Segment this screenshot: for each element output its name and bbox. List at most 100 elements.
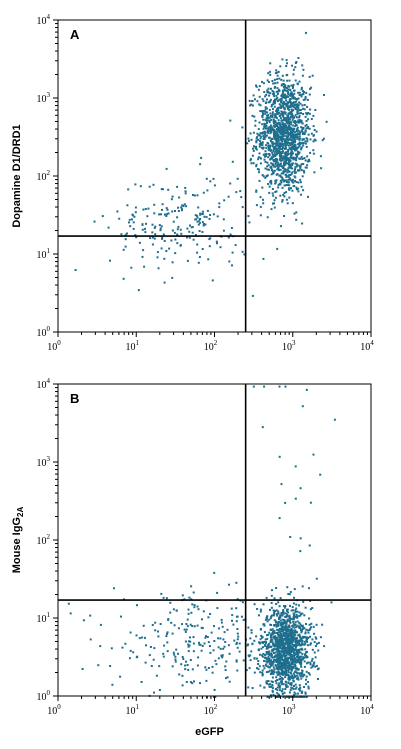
event-dot xyxy=(258,85,261,88)
event-dot xyxy=(213,640,216,642)
event-dot xyxy=(276,124,279,127)
event-dot xyxy=(277,624,280,627)
event-dot xyxy=(291,116,294,119)
event-dot xyxy=(303,171,306,174)
event-dot xyxy=(184,664,187,667)
event-dot xyxy=(272,120,275,123)
event-dot xyxy=(288,656,291,659)
event-dot xyxy=(208,645,211,648)
event-dot xyxy=(270,181,273,184)
event-dot xyxy=(283,632,286,634)
event-dot xyxy=(287,157,290,160)
event-dot xyxy=(127,188,130,191)
event-dot xyxy=(278,662,281,665)
event-dot xyxy=(288,137,291,140)
event-dot xyxy=(161,208,163,211)
event-dot xyxy=(296,150,299,153)
event-dot xyxy=(271,114,274,117)
event-dot xyxy=(279,147,282,150)
event-dot xyxy=(184,630,187,633)
event-dot xyxy=(253,115,256,118)
event-dot xyxy=(192,238,195,241)
event-dot xyxy=(272,143,274,146)
event-dot xyxy=(295,218,298,221)
event-dot xyxy=(295,133,298,136)
event-dot xyxy=(280,136,283,139)
event-dot xyxy=(313,632,316,635)
event-dot xyxy=(272,101,275,104)
event-dot xyxy=(266,647,269,650)
event-dot xyxy=(293,141,296,143)
event-dot xyxy=(277,623,279,625)
event-dot xyxy=(309,501,312,504)
event-dot xyxy=(230,227,233,229)
event-dot xyxy=(262,100,265,103)
event-dot xyxy=(259,214,262,217)
event-dot xyxy=(271,628,274,631)
event-dot xyxy=(299,672,302,675)
event-dot xyxy=(260,634,263,637)
event-dot xyxy=(118,217,121,220)
event-dot xyxy=(144,661,147,664)
event-dot xyxy=(292,97,295,100)
event-dot xyxy=(275,149,278,152)
event-dot xyxy=(281,152,284,155)
event-dot xyxy=(279,689,281,692)
event-dot xyxy=(280,132,283,135)
y-tick-label: 101 xyxy=(37,247,51,261)
event-dot xyxy=(286,136,289,139)
event-dot xyxy=(283,131,286,134)
event-dot xyxy=(277,673,280,676)
event-dot xyxy=(247,686,250,689)
event-dot xyxy=(187,612,190,615)
event-dot xyxy=(187,650,190,653)
event-dot xyxy=(267,655,270,658)
event-dot xyxy=(307,687,310,690)
event-dot xyxy=(82,619,85,622)
event-dot xyxy=(284,163,287,166)
event-dot xyxy=(288,111,291,114)
event-dot xyxy=(267,653,270,656)
event-dot xyxy=(212,213,215,216)
event-dot xyxy=(295,148,298,150)
event-dot xyxy=(303,133,306,136)
event-dot xyxy=(297,692,300,695)
event-dot xyxy=(285,663,288,666)
event-dot xyxy=(282,612,285,615)
event-dot xyxy=(283,664,286,667)
event-dot xyxy=(285,674,288,677)
event-dot xyxy=(277,186,280,189)
event-dot xyxy=(172,220,175,223)
event-dot xyxy=(279,645,281,648)
event-dot xyxy=(275,94,278,97)
event-dot xyxy=(208,238,211,241)
event-dot xyxy=(288,691,291,694)
event-dot xyxy=(291,171,294,174)
y-tick-label: 102 xyxy=(37,533,51,547)
event-dot xyxy=(271,113,274,116)
event-dot xyxy=(234,244,237,247)
event-dot xyxy=(292,104,295,107)
event-dot xyxy=(302,68,305,71)
event-dot xyxy=(289,639,291,642)
event-dot xyxy=(251,114,254,117)
event-dot xyxy=(283,638,286,640)
event-dot xyxy=(285,684,287,687)
event-dot xyxy=(151,243,154,246)
event-dot xyxy=(213,571,216,574)
event-dot xyxy=(158,213,161,216)
event-dot xyxy=(286,120,289,123)
event-dot xyxy=(269,158,272,161)
event-dot xyxy=(275,643,278,646)
event-dot xyxy=(291,202,294,205)
event-dot xyxy=(169,601,172,604)
event-dot xyxy=(300,112,302,115)
event-dot xyxy=(256,168,259,171)
event-dot xyxy=(280,181,283,184)
event-dot xyxy=(255,635,258,638)
event-dot xyxy=(300,95,303,98)
event-dot xyxy=(186,618,189,621)
event-dot xyxy=(176,216,179,219)
event-dot xyxy=(89,614,92,617)
event-dot xyxy=(273,78,276,81)
